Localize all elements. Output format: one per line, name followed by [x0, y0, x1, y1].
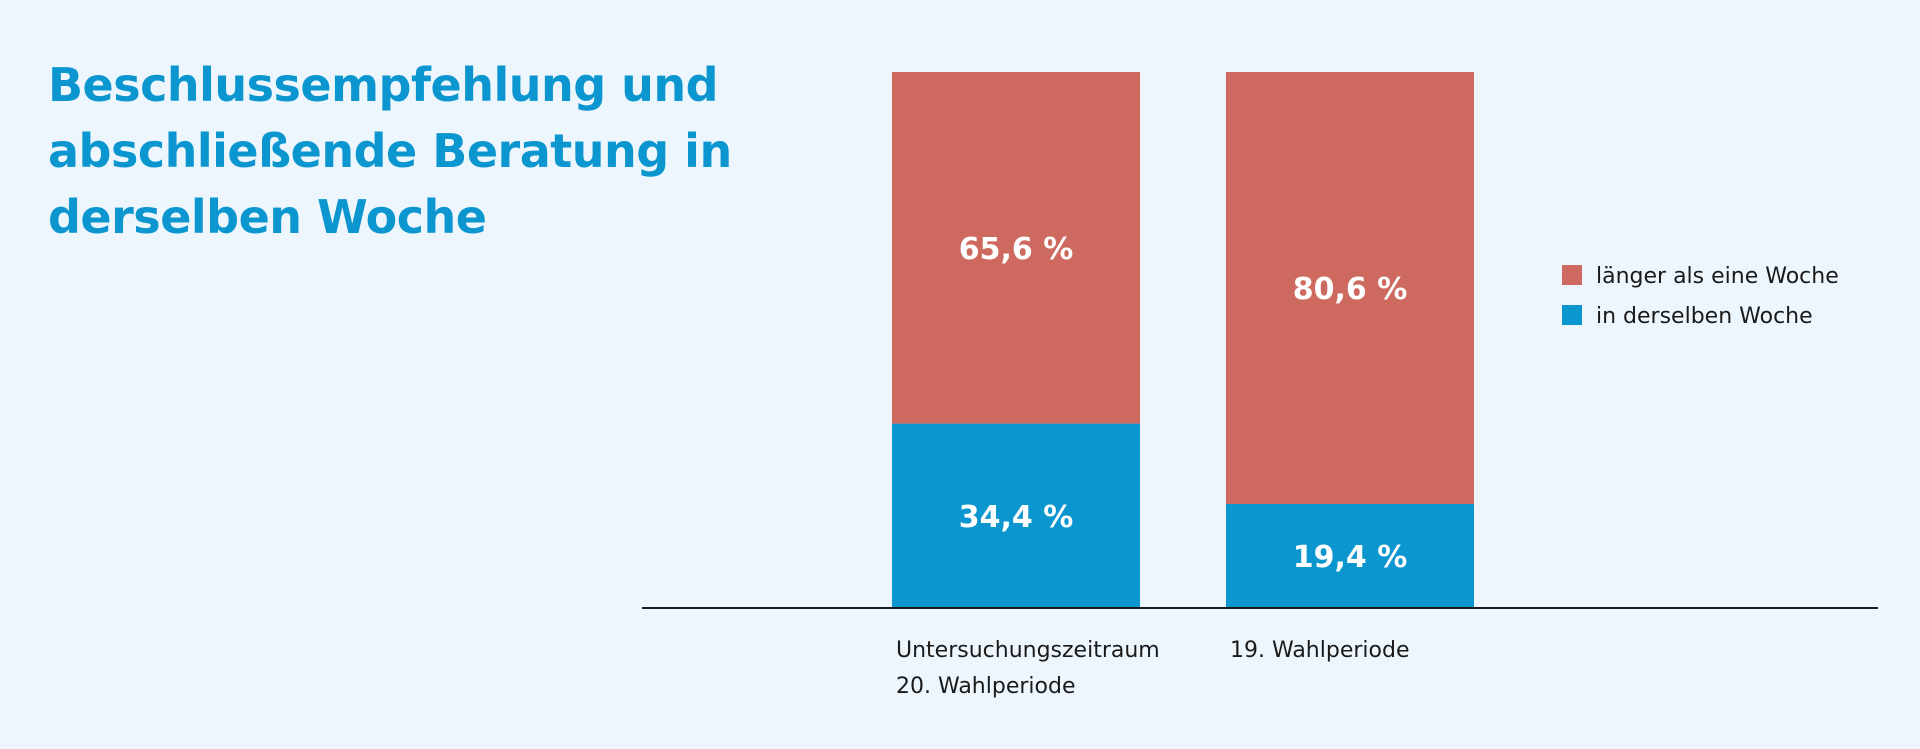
data-label-longer-1: 65,6 % — [959, 232, 1074, 267]
category-label-1-line-2: 20. Wahlperiode — [896, 674, 1075, 699]
legend-label-2: in derselben Woche — [1596, 304, 1813, 329]
chart-title: Beschlussempfehlung und abschließende Be… — [48, 58, 732, 244]
bar-segment-longer-2 — [1226, 72, 1474, 505]
category-label-1-line-1: Untersuchungszeitraum — [896, 638, 1160, 663]
data-label-same-week-1: 34,4 % — [959, 500, 1074, 535]
data-label-longer-2: 80,6 % — [1293, 272, 1408, 307]
legend-swatch-2 — [1562, 305, 1582, 325]
bar-segment-same-week-1 — [892, 423, 1140, 608]
bar-segment-longer-1 — [892, 72, 1140, 424]
category-label-2-line-1: 19. Wahlperiode — [1230, 638, 1409, 663]
legend-swatch-1 — [1562, 265, 1582, 285]
bar-segment-same-week-2 — [1226, 504, 1474, 608]
data-label-same-week-2: 19,4 % — [1293, 540, 1408, 575]
legend-label-1: länger als eine Woche — [1596, 264, 1839, 289]
